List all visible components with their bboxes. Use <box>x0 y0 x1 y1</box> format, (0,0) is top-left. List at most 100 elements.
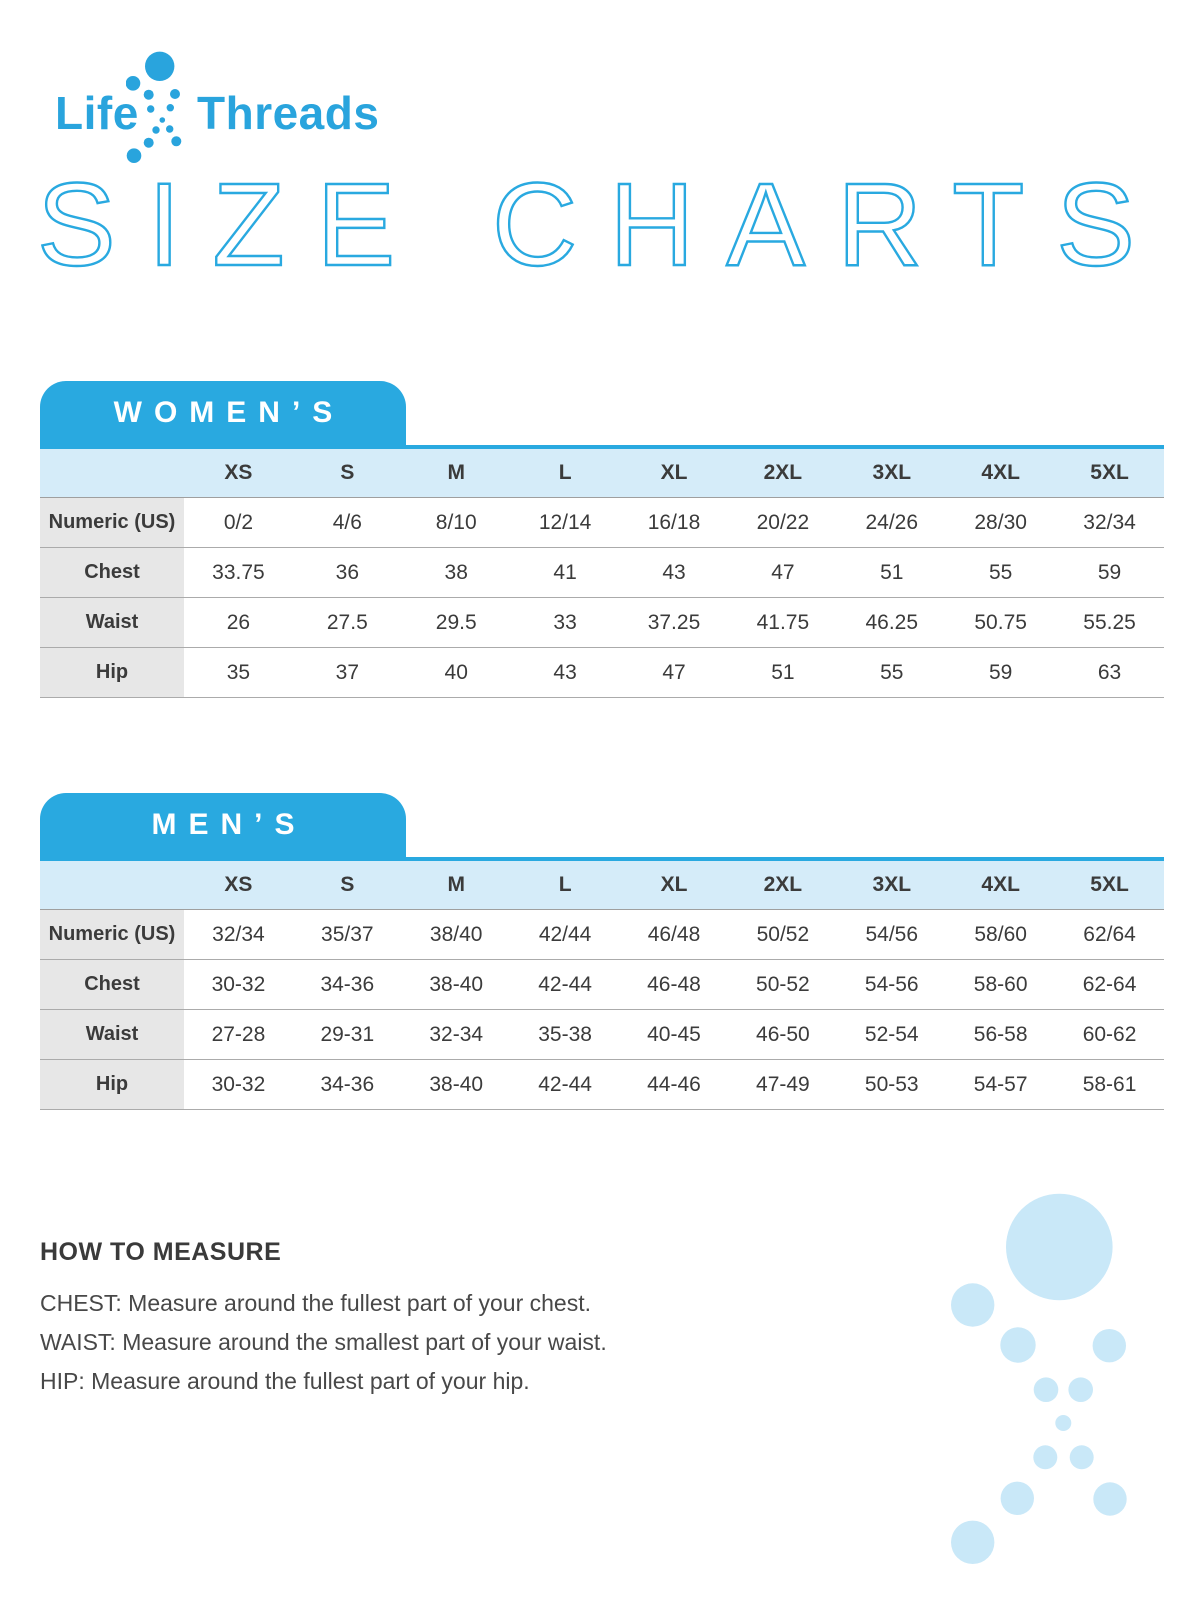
size-cell: 26 <box>184 598 293 648</box>
size-column-header: L <box>510 449 620 498</box>
size-column-header: M <box>401 449 511 498</box>
size-cell: 38 <box>401 548 511 598</box>
size-cell: 50-52 <box>728 960 838 1010</box>
womens-tab-rule <box>40 445 1164 449</box>
size-cell: 46.25 <box>837 598 947 648</box>
row-label: Numeric (US) <box>40 498 184 548</box>
size-cell: 50/52 <box>728 910 838 960</box>
logo-dots-helix-icon <box>126 51 182 163</box>
size-cell: 50.75 <box>946 598 1056 648</box>
table-corner-cell <box>40 861 184 910</box>
page-title-outline: SIZE CHARTS <box>36 168 1136 280</box>
size-cell: 51 <box>728 648 838 698</box>
size-cell: 62-64 <box>1055 960 1164 1010</box>
size-column-header: 2XL <box>728 861 838 910</box>
size-cell: 29.5 <box>401 598 511 648</box>
row-label: Hip <box>40 648 184 698</box>
size-cell: 44-46 <box>619 1060 729 1110</box>
size-cell: 27-28 <box>184 1010 293 1060</box>
size-cell: 46-50 <box>728 1010 838 1060</box>
decorative-dots-helix-icon <box>951 1193 1127 1564</box>
size-cell: 16/18 <box>619 498 729 548</box>
size-column-header: XS <box>184 861 293 910</box>
mens-size-table: MEN’S XS S M L XL 2XL 3XL 4XL 5XL Numeric (US) 32/… <box>40 793 1164 1110</box>
size-cell: 41 <box>510 548 620 598</box>
size-cell: 30-32 <box>184 1060 293 1110</box>
table-corner-cell <box>40 449 184 498</box>
size-cell: 32/34 <box>1055 498 1164 548</box>
size-cell: 28/30 <box>946 498 1056 548</box>
size-cell: 62/64 <box>1055 910 1164 960</box>
size-cell: 40-45 <box>619 1010 729 1060</box>
size-cell: 54-57 <box>946 1060 1056 1110</box>
how-to-measure-heading: HOW TO MEASURE <box>40 1238 282 1266</box>
measure-instruction-waist: WAIST: Measure around the smallest part … <box>40 1329 607 1355</box>
how-to-measure-section: HOW TO MEASURE CHEST: Measure around the… <box>40 1238 607 1401</box>
size-cell: 32/34 <box>184 910 293 960</box>
size-column-header: 3XL <box>837 861 947 910</box>
size-cell: 42/44 <box>510 910 620 960</box>
size-cell: 42-44 <box>510 960 620 1010</box>
size-cell: 56-58 <box>946 1010 1056 1060</box>
size-cell: 37.25 <box>619 598 729 648</box>
size-cell: 32-34 <box>401 1010 511 1060</box>
size-cell: 52-54 <box>837 1010 947 1060</box>
size-cell: 0/2 <box>184 498 293 548</box>
size-cell: 42-44 <box>510 1060 620 1110</box>
womens-size-grid: XS S M L XL 2XL 3XL 4XL 5XL Numeric (US) 0/2 4/6 8/1… <box>40 449 1164 698</box>
size-cell: 33.75 <box>184 548 293 598</box>
size-column-header: L <box>510 861 620 910</box>
size-cell: 35/37 <box>292 910 402 960</box>
size-cell: 40 <box>401 648 511 698</box>
size-cell: 55 <box>946 548 1056 598</box>
mens-tab-rule <box>40 857 1164 861</box>
size-cell: 60-62 <box>1055 1010 1164 1060</box>
size-cell: 27.5 <box>292 598 402 648</box>
size-cell: 59 <box>946 648 1056 698</box>
size-column-header: 5XL <box>1055 449 1164 498</box>
size-cell: 58-60 <box>946 960 1056 1010</box>
row-label: Waist <box>40 1010 184 1060</box>
size-cell: 46-48 <box>619 960 729 1010</box>
size-column-header: 4XL <box>946 861 1056 910</box>
row-label: Chest <box>40 548 184 598</box>
size-cell: 29-31 <box>292 1010 402 1060</box>
measure-instruction-chest: CHEST: Measure around the fullest part o… <box>40 1290 591 1316</box>
size-column-header: 5XL <box>1055 861 1164 910</box>
size-cell: 54-56 <box>837 960 947 1010</box>
size-cell: 55 <box>837 648 947 698</box>
size-cell: 59 <box>1055 548 1164 598</box>
size-cell: 54/56 <box>837 910 947 960</box>
womens-tab: WOMEN’S <box>40 381 406 445</box>
size-cell: 47-49 <box>728 1060 838 1110</box>
mens-tab: MEN’S <box>40 793 406 857</box>
row-label: Waist <box>40 598 184 648</box>
size-cell: 30-32 <box>184 960 293 1010</box>
size-cell: 58-61 <box>1055 1060 1164 1110</box>
size-cell: 8/10 <box>401 498 511 548</box>
size-cell: 51 <box>837 548 947 598</box>
size-cell: 33 <box>510 598 620 648</box>
measure-instruction-hip: HIP: Measure around the fullest part of … <box>40 1368 530 1394</box>
logo-text-threads: Threads <box>197 87 380 139</box>
size-column-header: M <box>401 861 511 910</box>
size-cell: 38/40 <box>401 910 511 960</box>
size-cell: 43 <box>510 648 620 698</box>
size-column-header: S <box>292 861 402 910</box>
mens-tab-label: MEN’S <box>151 808 307 841</box>
size-cell: 34-36 <box>292 1060 402 1110</box>
size-cell: 35-38 <box>510 1010 620 1060</box>
size-column-header: 2XL <box>728 449 838 498</box>
size-column-header: 3XL <box>837 449 947 498</box>
size-cell: 35 <box>184 648 293 698</box>
size-cell: 36 <box>292 548 402 598</box>
size-cell: 34-36 <box>292 960 402 1010</box>
page-title: SIZE CHARTS <box>37 168 1135 280</box>
row-label: Hip <box>40 1060 184 1110</box>
size-cell: 24/26 <box>837 498 947 548</box>
size-column-header: XL <box>619 861 729 910</box>
row-label: Chest <box>40 960 184 1010</box>
size-cell: 47 <box>619 648 729 698</box>
size-column-header: S <box>292 449 402 498</box>
